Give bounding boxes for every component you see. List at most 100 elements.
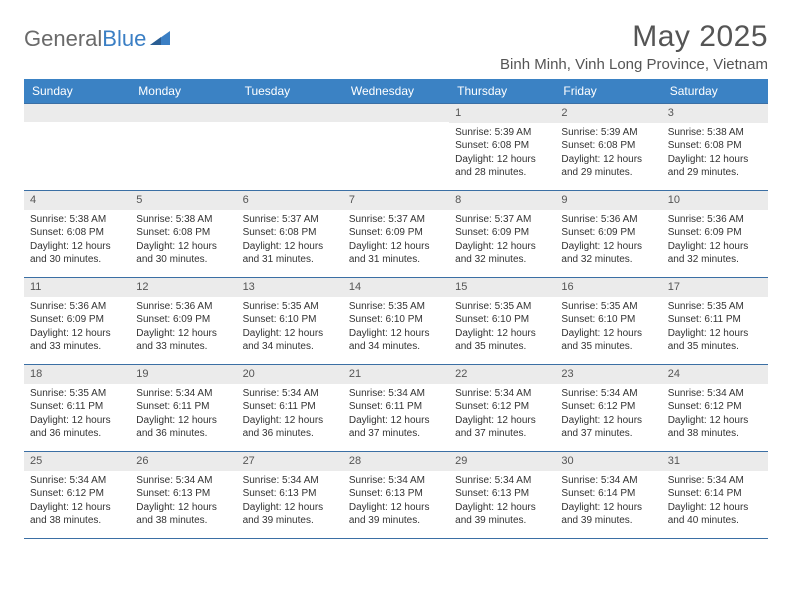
sunset-text: Sunset: 6:10 PM [349, 313, 443, 327]
daylight-text: Daylight: 12 hours and 36 minutes. [243, 414, 337, 441]
daylight-text: Daylight: 12 hours and 39 minutes. [455, 501, 549, 528]
week-row: 18Sunrise: 5:35 AMSunset: 6:11 PMDayligh… [24, 364, 768, 451]
daylight-text: Daylight: 12 hours and 36 minutes. [30, 414, 124, 441]
day-cell: 1Sunrise: 5:39 AMSunset: 6:08 PMDaylight… [449, 104, 555, 190]
sunrise-text: Sunrise: 5:34 AM [561, 387, 655, 401]
day-cell [237, 104, 343, 190]
day-number: 5 [130, 191, 236, 210]
day-cell: 26Sunrise: 5:34 AMSunset: 6:13 PMDayligh… [130, 452, 236, 538]
day-number: 26 [130, 452, 236, 471]
sunset-text: Sunset: 6:13 PM [243, 487, 337, 501]
day-cell: 23Sunrise: 5:34 AMSunset: 6:12 PMDayligh… [555, 365, 661, 451]
daylight-text: Daylight: 12 hours and 28 minutes. [455, 153, 549, 180]
sunrise-text: Sunrise: 5:35 AM [349, 300, 443, 314]
sunset-text: Sunset: 6:09 PM [30, 313, 124, 327]
daylight-text: Daylight: 12 hours and 31 minutes. [243, 240, 337, 267]
brand-part2: Blue [102, 26, 146, 52]
sunset-text: Sunset: 6:11 PM [668, 313, 762, 327]
day-number: 21 [343, 365, 449, 384]
daylight-text: Daylight: 12 hours and 31 minutes. [349, 240, 443, 267]
sunrise-text: Sunrise: 5:39 AM [455, 126, 549, 140]
day-number: 13 [237, 278, 343, 297]
sunrise-text: Sunrise: 5:34 AM [136, 387, 230, 401]
day-cell [343, 104, 449, 190]
sunset-text: Sunset: 6:10 PM [561, 313, 655, 327]
sunrise-text: Sunrise: 5:39 AM [561, 126, 655, 140]
daylight-text: Daylight: 12 hours and 40 minutes. [668, 501, 762, 528]
day-header-cell: Sunday [24, 79, 130, 103]
sunrise-text: Sunrise: 5:37 AM [455, 213, 549, 227]
daylight-text: Daylight: 12 hours and 37 minutes. [561, 414, 655, 441]
sunset-text: Sunset: 6:08 PM [668, 139, 762, 153]
daylight-text: Daylight: 12 hours and 32 minutes. [455, 240, 549, 267]
day-cell: 14Sunrise: 5:35 AMSunset: 6:10 PMDayligh… [343, 278, 449, 364]
sunrise-text: Sunrise: 5:35 AM [30, 387, 124, 401]
day-number: 16 [555, 278, 661, 297]
day-number: 22 [449, 365, 555, 384]
day-number: 27 [237, 452, 343, 471]
daylight-text: Daylight: 12 hours and 39 minutes. [349, 501, 443, 528]
sunset-text: Sunset: 6:11 PM [30, 400, 124, 414]
sunrise-text: Sunrise: 5:35 AM [561, 300, 655, 314]
daylight-text: Daylight: 12 hours and 32 minutes. [561, 240, 655, 267]
sunrise-text: Sunrise: 5:34 AM [668, 387, 762, 401]
header-row: GeneralBlue May 2025 Binh Minh, Vinh Lon… [24, 20, 768, 73]
daylight-text: Daylight: 12 hours and 30 minutes. [30, 240, 124, 267]
brand-part1: General [24, 26, 102, 52]
day-cell: 3Sunrise: 5:38 AMSunset: 6:08 PMDaylight… [662, 104, 768, 190]
week-row: 4Sunrise: 5:38 AMSunset: 6:08 PMDaylight… [24, 190, 768, 277]
daylight-text: Daylight: 12 hours and 38 minutes. [30, 501, 124, 528]
day-cell: 5Sunrise: 5:38 AMSunset: 6:08 PMDaylight… [130, 191, 236, 277]
sunset-text: Sunset: 6:09 PM [455, 226, 549, 240]
day-number: 31 [662, 452, 768, 471]
day-number [24, 104, 130, 122]
sunset-text: Sunset: 6:09 PM [668, 226, 762, 240]
day-cell: 21Sunrise: 5:34 AMSunset: 6:11 PMDayligh… [343, 365, 449, 451]
sunset-text: Sunset: 6:14 PM [668, 487, 762, 501]
day-cell: 13Sunrise: 5:35 AMSunset: 6:10 PMDayligh… [237, 278, 343, 364]
day-number: 9 [555, 191, 661, 210]
sunrise-text: Sunrise: 5:34 AM [243, 474, 337, 488]
day-header-cell: Saturday [662, 79, 768, 103]
calendar-grid: SundayMondayTuesdayWednesdayThursdayFrid… [24, 79, 768, 539]
location-text: Binh Minh, Vinh Long Province, Vietnam [500, 56, 768, 73]
day-cell: 4Sunrise: 5:38 AMSunset: 6:08 PMDaylight… [24, 191, 130, 277]
sunrise-text: Sunrise: 5:34 AM [243, 387, 337, 401]
day-number: 25 [24, 452, 130, 471]
daylight-text: Daylight: 12 hours and 35 minutes. [455, 327, 549, 354]
day-cell: 6Sunrise: 5:37 AMSunset: 6:08 PMDaylight… [237, 191, 343, 277]
day-cell: 27Sunrise: 5:34 AMSunset: 6:13 PMDayligh… [237, 452, 343, 538]
day-header-cell: Friday [555, 79, 661, 103]
day-number: 18 [24, 365, 130, 384]
sunset-text: Sunset: 6:14 PM [561, 487, 655, 501]
day-header-cell: Wednesday [343, 79, 449, 103]
day-cell: 12Sunrise: 5:36 AMSunset: 6:09 PMDayligh… [130, 278, 236, 364]
sunrise-text: Sunrise: 5:35 AM [455, 300, 549, 314]
sunrise-text: Sunrise: 5:38 AM [30, 213, 124, 227]
sunrise-text: Sunrise: 5:37 AM [243, 213, 337, 227]
sunset-text: Sunset: 6:08 PM [455, 139, 549, 153]
day-cell: 7Sunrise: 5:37 AMSunset: 6:09 PMDaylight… [343, 191, 449, 277]
day-cell: 2Sunrise: 5:39 AMSunset: 6:08 PMDaylight… [555, 104, 661, 190]
sunset-text: Sunset: 6:13 PM [455, 487, 549, 501]
day-cell: 11Sunrise: 5:36 AMSunset: 6:09 PMDayligh… [24, 278, 130, 364]
daylight-text: Daylight: 12 hours and 33 minutes. [30, 327, 124, 354]
day-number: 24 [662, 365, 768, 384]
title-block: May 2025 Binh Minh, Vinh Long Province, … [500, 20, 768, 73]
weeks-container: 1Sunrise: 5:39 AMSunset: 6:08 PMDaylight… [24, 103, 768, 539]
day-number: 11 [24, 278, 130, 297]
day-cell: 10Sunrise: 5:36 AMSunset: 6:09 PMDayligh… [662, 191, 768, 277]
sunset-text: Sunset: 6:09 PM [561, 226, 655, 240]
sunset-text: Sunset: 6:08 PM [561, 139, 655, 153]
sunset-text: Sunset: 6:13 PM [136, 487, 230, 501]
day-number: 4 [24, 191, 130, 210]
sunrise-text: Sunrise: 5:35 AM [243, 300, 337, 314]
week-row: 25Sunrise: 5:34 AMSunset: 6:12 PMDayligh… [24, 451, 768, 539]
day-number [343, 104, 449, 122]
day-number: 12 [130, 278, 236, 297]
day-number [237, 104, 343, 122]
day-number: 20 [237, 365, 343, 384]
sunrise-text: Sunrise: 5:36 AM [668, 213, 762, 227]
day-number: 8 [449, 191, 555, 210]
day-cell [24, 104, 130, 190]
